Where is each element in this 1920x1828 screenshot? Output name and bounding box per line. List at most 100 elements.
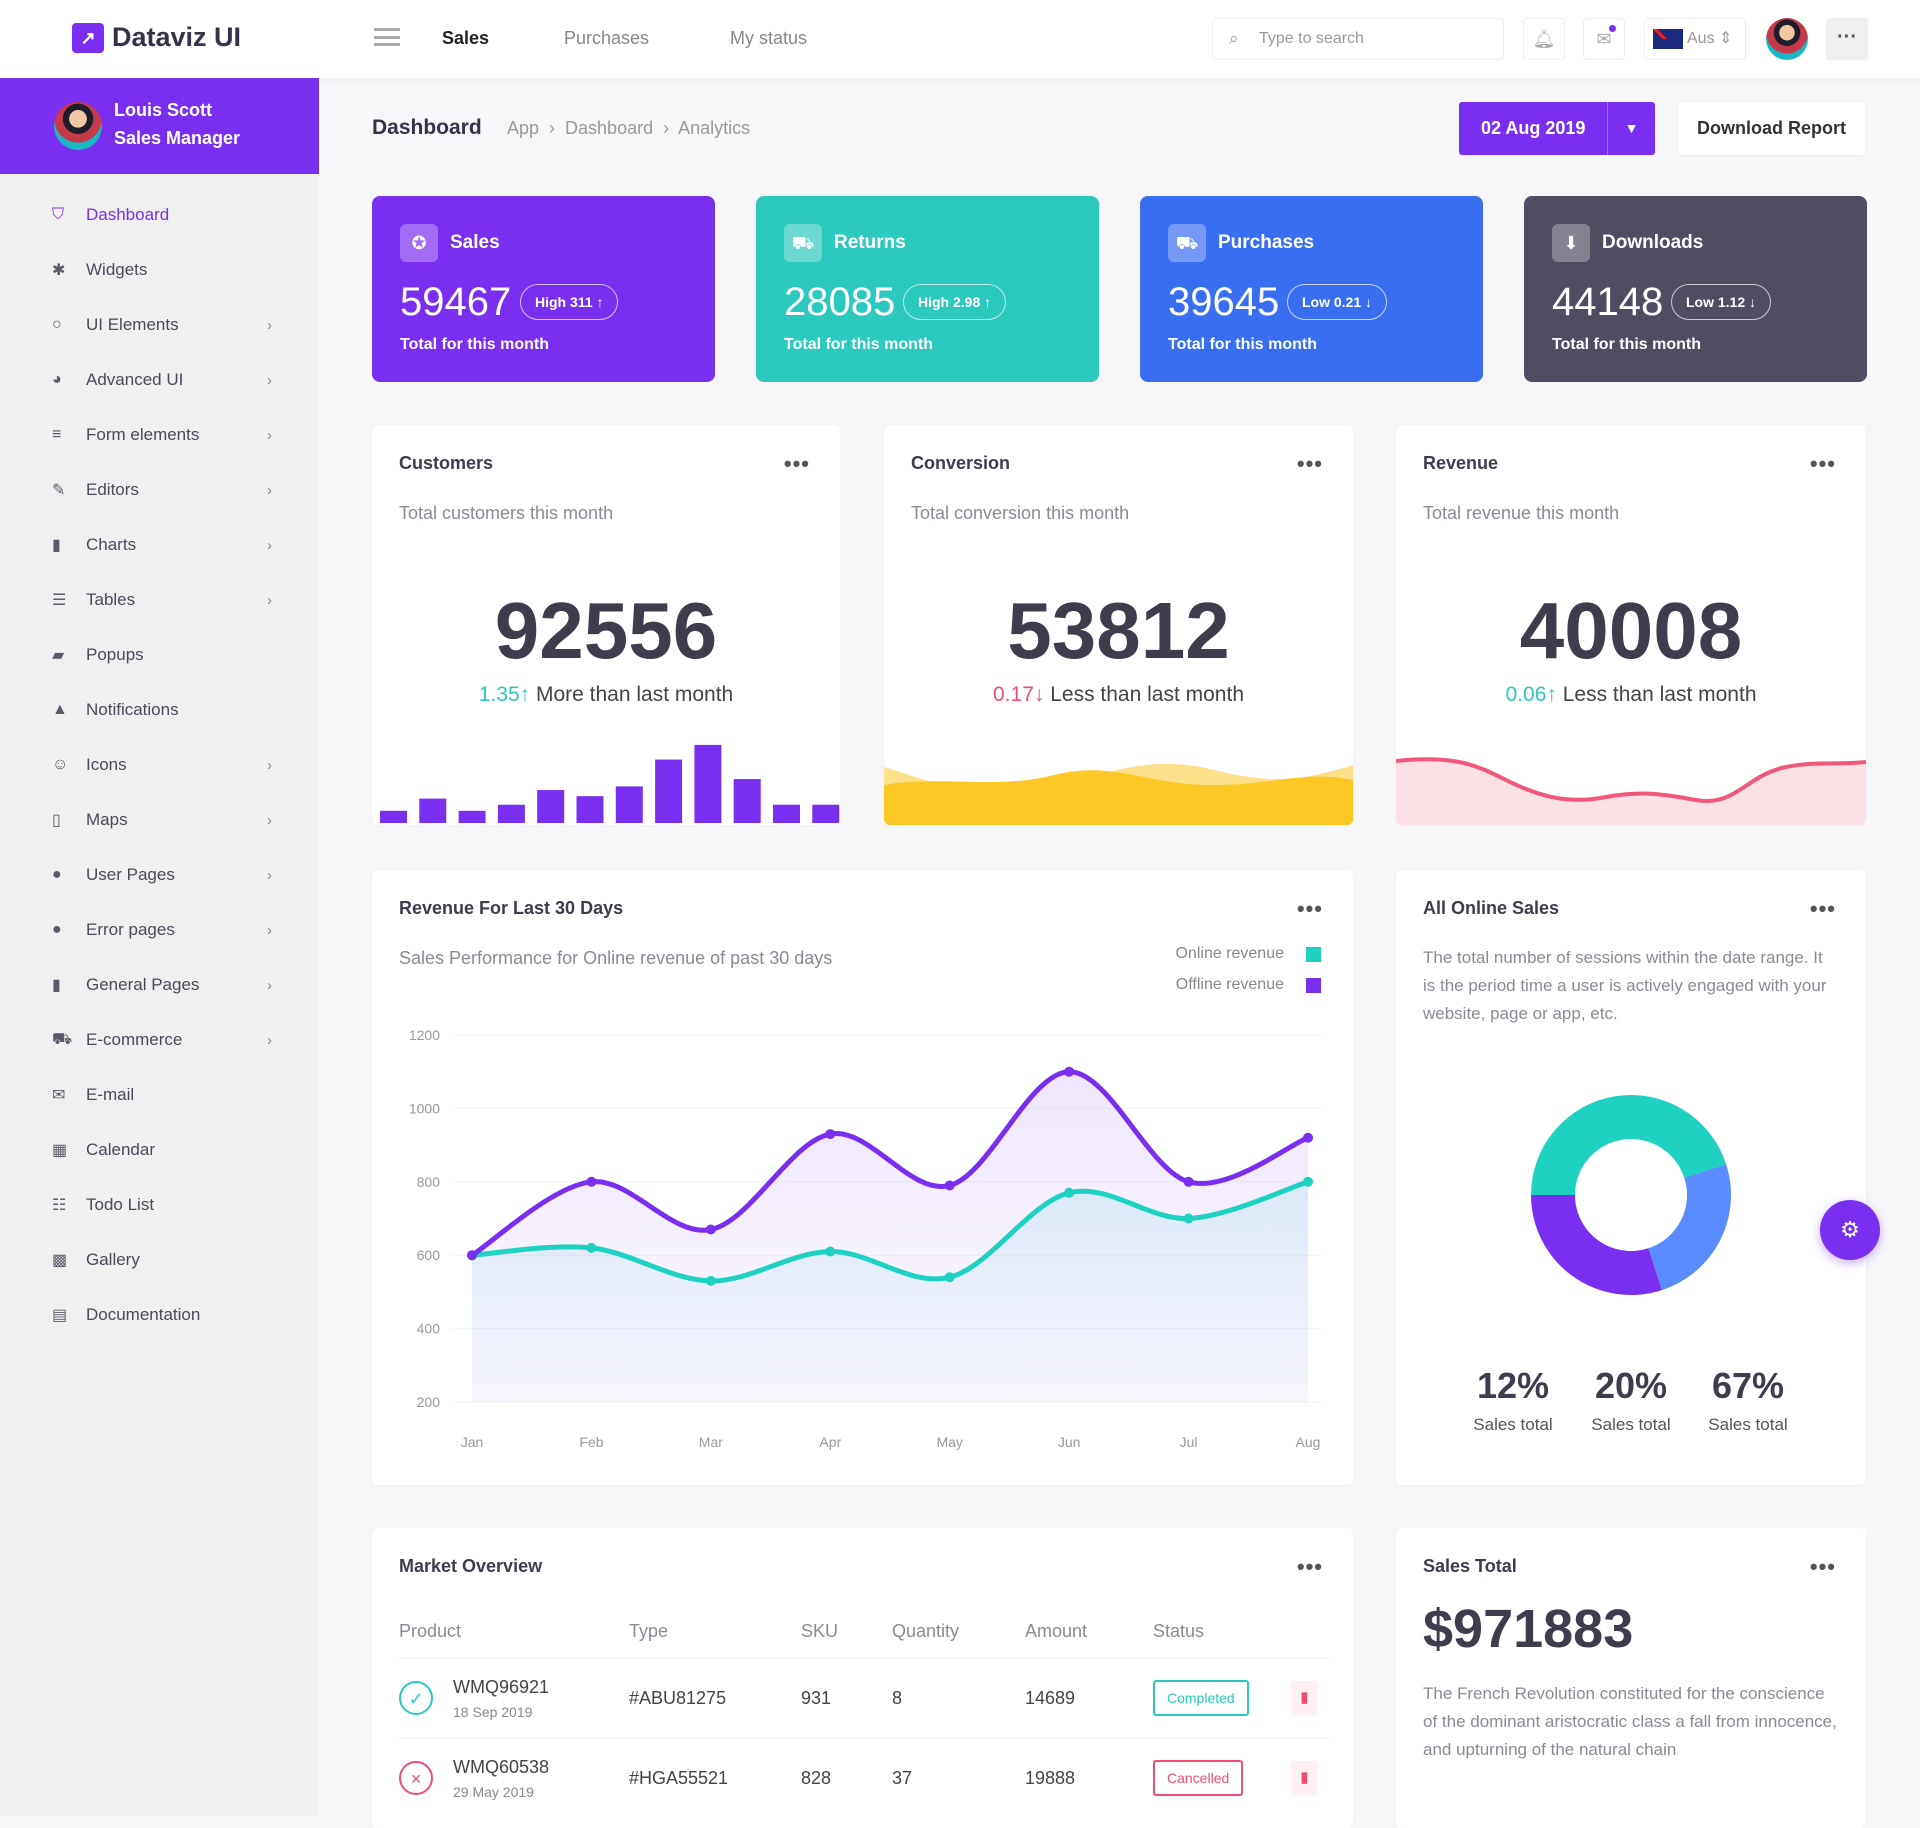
- sidebar-item-label: Todo List: [86, 1195, 155, 1214]
- more-icon[interactable]: •••: [1296, 451, 1323, 476]
- user-name: Louis Scott: [114, 100, 212, 120]
- sidebar-item-form-elements[interactable]: ≡ Form elements ›: [52, 420, 272, 450]
- market-overview-card: Market Overview ••• Product Type SKU Quanti…: [372, 1528, 1353, 1828]
- legend-label: Online revenue: [1175, 945, 1284, 962]
- trash-icon[interactable]: ▮: [1291, 1761, 1318, 1796]
- messages-button[interactable]: ✉: [1583, 18, 1625, 60]
- logo[interactable]: ↗ Dataviz UI: [72, 22, 241, 53]
- settings-fab-button[interactable]: ⚙: [1820, 1200, 1880, 1260]
- table-row[interactable]: × WMQ60538 29 May 2019 #HGA55521 828 37 19…: [399, 1737, 1329, 1818]
- more-icon[interactable]: •••: [783, 451, 810, 476]
- y-tick-label: 400: [417, 1321, 441, 1337]
- amount-cell: 14689: [1025, 1657, 1153, 1738]
- sidebar-item-popups[interactable]: ▰ Popups: [52, 640, 272, 670]
- user-profile[interactable]: Louis Scott Sales Manager: [0, 78, 319, 174]
- chevron-right-icon: ›: [267, 481, 272, 499]
- topnav-sales[interactable]: Sales: [442, 28, 490, 48]
- stat-card-sales[interactable]: ✪ Sales 59467 High 311 ↑ Total for this …: [372, 196, 715, 382]
- checklist-icon: ☷: [52, 1197, 67, 1214]
- stat-card-purchases[interactable]: ⛟ Purchases 39645 Low 0.21 ↓ Total for t…: [1140, 196, 1483, 382]
- data-point: [1183, 1176, 1194, 1187]
- breadcrumb-dashboard[interactable]: Dashboard: [565, 118, 654, 138]
- legend-offline[interactable]: Offline revenue: [1176, 976, 1321, 994]
- topnav-purchases[interactable]: Purchases: [564, 28, 650, 48]
- column-header[interactable]: Quantity: [892, 1621, 960, 1642]
- delta-value: 1.35: [478, 683, 520, 706]
- data-point: [467, 1250, 477, 1261]
- sidebar-item-advanced-ui[interactable]: ◕ Advanced UI ›: [52, 365, 272, 395]
- data-point: [586, 1176, 597, 1187]
- sidebar-item-ui-elements[interactable]: ○ UI Elements ›: [52, 310, 272, 340]
- data-point: [1303, 1132, 1313, 1143]
- language-select[interactable]: Aus ⇕: [1644, 18, 1746, 60]
- sidebar-item-notifications[interactable]: ▲ Notifications: [52, 695, 272, 725]
- topnav-my-status[interactable]: My status: [730, 28, 808, 48]
- sidebar-item-general-pages[interactable]: ▮ General Pages ›: [52, 970, 272, 1000]
- more-options-button[interactable]: ···: [1826, 18, 1868, 60]
- sidebar-item-label: User Pages: [86, 865, 175, 884]
- hamburger-menu-icon[interactable]: [374, 28, 400, 46]
- check-circle-icon: ✓: [399, 1681, 433, 1715]
- stat-title: Returns: [834, 232, 906, 253]
- more-icon[interactable]: •••: [1296, 896, 1323, 921]
- customers-bar: [812, 804, 840, 823]
- more-icon[interactable]: •••: [1809, 1554, 1836, 1579]
- chevron-right-icon: ›: [267, 811, 272, 829]
- more-icon[interactable]: •••: [1809, 896, 1836, 921]
- stat-value: 59467: [400, 280, 512, 324]
- sidebar-item-e-mail[interactable]: ✉ E-mail: [52, 1080, 272, 1110]
- breadcrumb: App › Dashboard › Analytics: [507, 118, 751, 138]
- sidebar-item-maps[interactable]: ▯ Maps ›: [52, 805, 272, 835]
- customers-bar: [380, 810, 407, 823]
- column-header[interactable]: Type: [629, 1621, 669, 1642]
- sidebar-item-editors[interactable]: ✎ Editors ›: [52, 475, 272, 505]
- sidebar-item-todo-list[interactable]: ☷ Todo List: [52, 1190, 272, 1220]
- search-input[interactable]: ⌕ Type to search: [1212, 18, 1504, 60]
- breadcrumb-app[interactable]: App: [507, 118, 540, 138]
- column-header[interactable]: Amount: [1025, 1621, 1088, 1642]
- sidebar-item-user-pages[interactable]: ● User Pages ›: [52, 860, 272, 890]
- sidebar-item-gallery[interactable]: ▩ Gallery: [52, 1245, 272, 1275]
- more-icon[interactable]: •••: [1296, 1554, 1323, 1579]
- date-picker-button[interactable]: 02 Aug 2019 ▼: [1459, 102, 1655, 155]
- download-report-button[interactable]: Download Report: [1678, 102, 1865, 155]
- card-subtitle: Total customers this month: [399, 503, 614, 523]
- data-point: [1183, 1213, 1194, 1224]
- language-label: Aus: [1687, 30, 1715, 47]
- x-tick-label: Jan: [461, 1434, 484, 1450]
- data-point: [705, 1275, 716, 1286]
- stat-card-returns[interactable]: ⛟ Returns 28085 High 2.98 ↑ Total for th…: [756, 196, 1099, 382]
- x-tick-label: Jul: [1180, 1434, 1198, 1450]
- revenue-line: [1396, 757, 1866, 803]
- donut-slice: [1648, 1164, 1731, 1291]
- delta-value: 0.06: [1505, 683, 1547, 706]
- customers-bar: [733, 779, 761, 823]
- column-header[interactable]: Status: [1153, 1621, 1205, 1642]
- notifications-button[interactable]: 🔔︎: [1523, 18, 1565, 60]
- chevron-down-icon[interactable]: ▼: [1607, 102, 1655, 155]
- app-name: Dataviz UI: [112, 22, 242, 52]
- sidebar-item-tables[interactable]: ☰ Tables ›: [52, 585, 272, 615]
- column-header[interactable]: SKU: [801, 1621, 839, 1642]
- column-header[interactable]: Product: [399, 1621, 462, 1642]
- more-icon[interactable]: •••: [1809, 451, 1836, 476]
- customers-value: 92556: [494, 586, 718, 675]
- sidebar-item-calendar[interactable]: ▦ Calendar: [52, 1135, 272, 1165]
- sidebar-item-e-commerce[interactable]: ⛟ E-commerce ›: [52, 1025, 272, 1055]
- sidebar-item-label: Calendar: [86, 1140, 155, 1159]
- stat-card-downloads[interactable]: ⬇ Downloads 44148 Low 1.12 ↓ Total for t…: [1524, 196, 1867, 382]
- sidebar-item-dashboard[interactable]: ⛉ Dashboard: [52, 200, 272, 230]
- legend-online[interactable]: Online revenue: [1175, 945, 1321, 963]
- sidebar-item-charts[interactable]: ▮ Charts ›: [52, 530, 272, 560]
- user-avatar[interactable]: [1766, 18, 1808, 60]
- star-icon: ✪: [400, 224, 438, 262]
- sidebar-item-widgets[interactable]: ✱ Widgets: [52, 255, 272, 285]
- sidebar-item-label: E-mail: [86, 1085, 135, 1104]
- all-online-sales-card: All Online Sales ••• The total number of…: [1396, 870, 1866, 1485]
- sidebar-item-documentation[interactable]: ▤ Documentation: [52, 1300, 272, 1330]
- trash-icon[interactable]: ▮: [1291, 1681, 1318, 1715]
- sidebar-item-icons[interactable]: ☺ Icons ›: [52, 750, 272, 780]
- delta-value: 0.17: [993, 683, 1034, 706]
- sidebar-item-error-pages[interactable]: ● Error pages ›: [52, 915, 272, 945]
- table-row[interactable]: ✓ WMQ96921 18 Sep 2019 #ABU81275 931 8 146…: [399, 1657, 1329, 1738]
